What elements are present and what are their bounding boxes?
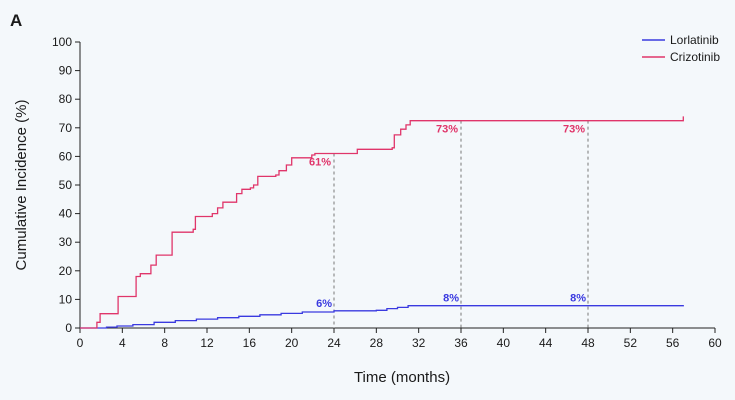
series-line-crizotinib: [80, 116, 684, 329]
panel-label: A: [10, 11, 22, 30]
annotation-label: 8%: [443, 293, 459, 305]
annotation-label: 8%: [570, 293, 586, 305]
x-tick-label: 56: [666, 336, 680, 350]
x-axis-title: Time (months): [354, 369, 450, 386]
x-tick-label: 16: [243, 336, 257, 350]
x-tick-label: 48: [581, 336, 595, 350]
x-tick-label: 4: [119, 336, 126, 350]
drop-lines: [333, 120, 589, 328]
x-tick-label: 36: [454, 336, 468, 350]
x-tick-label: 24: [327, 336, 341, 350]
y-tick-label: 100: [52, 35, 72, 49]
annotation-label: 6%: [316, 298, 332, 310]
x-tick-label: 32: [412, 336, 426, 350]
x-tick-label: 28: [370, 336, 384, 350]
y-tick-label: 60: [59, 149, 73, 163]
y-tick-label: 40: [59, 207, 73, 221]
x-tick-label: 52: [624, 336, 638, 350]
legend-label: Lorlatinib: [670, 33, 719, 47]
y-tick-label: 10: [59, 292, 73, 306]
y-tick-label: 50: [59, 178, 73, 192]
annotation-label: 73%: [563, 124, 585, 136]
annotations: 61% 73% 73% 6% 8% 8%: [309, 124, 586, 310]
y-tick-label: 20: [59, 264, 73, 278]
y-tick-label: 80: [59, 92, 73, 106]
x-tick-label: 0: [77, 336, 84, 350]
x-tick-label: 20: [285, 336, 299, 350]
legend-label: Crizotinib: [670, 50, 720, 64]
x-tick-label: 8: [161, 336, 168, 350]
y-tick-label: 30: [59, 235, 73, 249]
axes: 0 4 8 12 16 20 24 28 32 36 40 44 48 52 56 6001020304050…: [52, 35, 722, 350]
y-axis-title: Cumulative Incidence (%): [13, 100, 30, 271]
series-lines: [80, 116, 684, 329]
y-tick-label: 90: [59, 64, 73, 78]
x-tick-label: 12: [200, 336, 214, 350]
x-tick-label: 60: [708, 336, 722, 350]
x-tick-label: 44: [539, 336, 553, 350]
y-tick-label: 0: [65, 321, 72, 335]
series-line-lorlatinib: [80, 305, 684, 329]
y-tick-label: 70: [59, 121, 73, 135]
annotation-label: 73%: [436, 124, 458, 136]
annotation-label: 61%: [309, 157, 331, 169]
legend: Lorlatinib Crizotinib: [642, 33, 720, 64]
x-tick-label: 40: [497, 336, 511, 350]
